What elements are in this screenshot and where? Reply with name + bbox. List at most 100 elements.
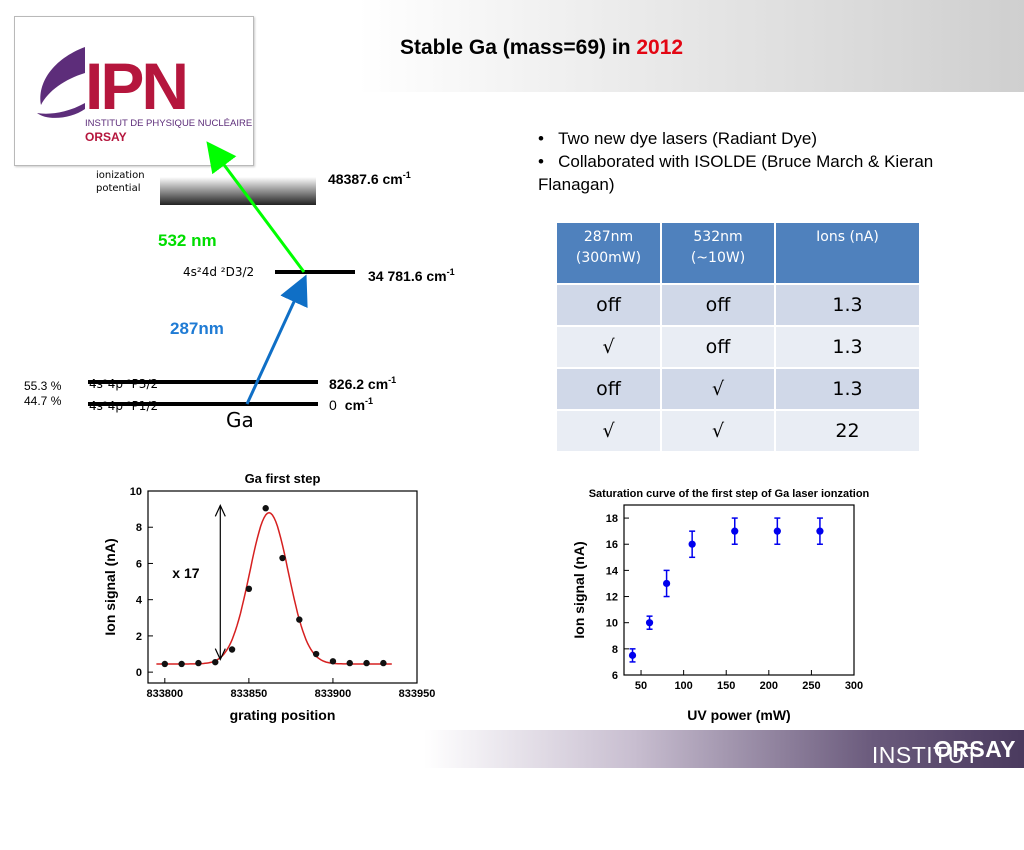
plot-frame: [623, 504, 855, 676]
annotation-arrowhead-bottom: [214, 648, 226, 661]
arrow-287: [245, 274, 308, 405]
y-axis-label: Ion signal (nA): [102, 538, 118, 635]
annotation-label: x 17: [172, 565, 199, 581]
chart-saturation-curve: Saturation curve of the first step of Ga…: [571, 488, 870, 723]
x-tick-label: 250: [802, 680, 820, 692]
data-point: [245, 585, 253, 593]
chart-title: Saturation curve of the first step of Ga…: [589, 488, 870, 500]
x-tick-label: 833800: [146, 688, 183, 700]
x-tick-label: 200: [760, 680, 778, 692]
abundance-1: 55.3 %: [24, 379, 62, 393]
data-point: [816, 527, 824, 535]
data-point: [212, 658, 219, 666]
page-title: Stable Ga (mass=69) in 2012: [400, 36, 683, 60]
ionization-label-1: ionization: [96, 170, 145, 181]
y-tick-label: 8: [612, 644, 618, 656]
title-year: 2012: [636, 36, 684, 59]
y-tick-label: 2: [136, 631, 142, 643]
ipn-logo: IPN INSTITUT DE PHYSIQUE NUCLÉAIRE ORSAY: [14, 16, 254, 166]
y-tick-label: 10: [606, 618, 618, 630]
abundances: 55.3 % 44.7 %: [24, 379, 61, 409]
abundance-2: 44.7 %: [24, 394, 62, 408]
data-point: [645, 619, 654, 627]
data-point: [662, 579, 671, 588]
logo-line2: ORSAY: [85, 130, 127, 144]
y-tick-label: 12: [606, 592, 618, 604]
header-ions: Ions (nA): [774, 221, 921, 285]
plot-frame: [147, 490, 418, 684]
x-tick-label: 150: [717, 680, 735, 692]
data-point: [380, 659, 387, 667]
data-point: [296, 616, 303, 623]
data-point: [688, 540, 696, 548]
element-label: Ga: [226, 408, 254, 432]
data-point: [195, 659, 202, 667]
bullet-2: • Collaborated with ISOLDE (Bruce March …: [538, 152, 934, 194]
table-row: off off 1.3: [555, 283, 921, 327]
header-287: 287nm (300mW): [555, 221, 662, 285]
data-point: [228, 646, 236, 653]
table-row: √ off 1.3: [555, 325, 921, 369]
level-scheme: ionization potential 4s²4d ²D3/2 4s²4p ²…: [88, 141, 455, 432]
data-point: [161, 660, 169, 668]
logo-letters: IPN: [85, 49, 186, 123]
x-axis-label: grating position: [230, 707, 336, 723]
x-tick-label: 300: [845, 680, 863, 692]
footer-band: INSTITUT DE PHYSIQUE NUCLÉAIRE ORSAY: [424, 730, 1024, 849]
y-tick-label: 8: [136, 522, 142, 534]
ipn-logo-graphic: IPN INSTITUT DE PHYSIQUE NUCLÉAIRE ORSAY: [37, 47, 252, 144]
footer-text: INSTITUT DE PHYSIQUE NUCLÉAIRE ORSAY: [871, 736, 1016, 849]
y-tick-label: 14: [606, 565, 619, 577]
x-tick-label: 833950: [399, 688, 436, 700]
state-p32: 4s²4p ²P3/2: [89, 377, 158, 391]
x-axis-label: UV power (mW): [687, 707, 790, 723]
y-tick-label: 18: [606, 513, 618, 525]
x-tick-label: 833850: [231, 688, 268, 700]
chart-title: Ga first step: [245, 471, 321, 486]
state-4d: 4s²4d ²D3/2: [183, 265, 254, 279]
chart-ga-first-step: Ga first step 833800 833850 833900 833950 0 2 4…: [102, 471, 436, 723]
x-tick-label: 833900: [315, 688, 352, 700]
fit-curve: [156, 511, 392, 665]
ions-table: 287nm (300mW) 532nm (~10W) Ions (nA) off of…: [555, 221, 921, 453]
laser-287-label: 287nm: [170, 319, 224, 338]
data-point: [731, 527, 739, 535]
y-axis-label: Ion signal (nA): [571, 541, 587, 638]
y-tick-label: 0: [136, 667, 142, 679]
logo-swoosh-lower: [37, 103, 85, 118]
header-532: 532nm (~10W): [660, 221, 776, 285]
data-point: [178, 660, 185, 668]
bullet-1: • Two new dye lasers (Radiant Dye): [538, 129, 818, 148]
table-row: off √ 1.3: [555, 367, 921, 411]
logo-swoosh: [40, 47, 85, 105]
data-point: [363, 659, 370, 667]
energy-p32: 826.2 cm-1: [329, 375, 396, 392]
data-point: [329, 658, 337, 665]
table-row: √ √ 22: [555, 409, 921, 453]
y-tick-label: 6: [136, 558, 142, 570]
y-tick-label: 4: [136, 595, 143, 607]
x-tick-label: 100: [674, 680, 692, 692]
ionization-label-2: potential: [96, 183, 140, 194]
data-point: [279, 554, 286, 562]
x-tick-label: 50: [635, 680, 647, 692]
y-tick-label: 16: [606, 539, 618, 551]
table-header-row: 287nm (300mW) 532nm (~10W) Ions (nA): [555, 221, 921, 285]
bullet-list: • Two new dye lasers (Radiant Dye) • Col…: [538, 127, 958, 196]
data-point: [628, 651, 637, 659]
annotation-arrowhead-top: [214, 504, 226, 517]
state-p12: 4s²4p ²P1/2: [89, 399, 158, 413]
y-tick-label: 10: [130, 486, 142, 498]
data-point: [346, 659, 353, 667]
laser-532-label: 532 nm: [158, 231, 217, 250]
excited-energy: 34 781.6 cm-1: [368, 267, 455, 284]
data-point: [773, 527, 781, 535]
ionization-energy: 48387.6 cm-1: [328, 170, 411, 187]
data-point: [262, 505, 269, 512]
arrow-532: [206, 141, 306, 273]
logo-line1: INSTITUT DE PHYSIQUE NUCLÉAIRE: [85, 118, 252, 129]
y-tick-label: 6: [612, 670, 618, 682]
data-point: [312, 650, 320, 658]
title-main: Stable Ga (mass=69) in: [400, 36, 637, 59]
energy-p12: 0 cm-1: [329, 396, 373, 413]
